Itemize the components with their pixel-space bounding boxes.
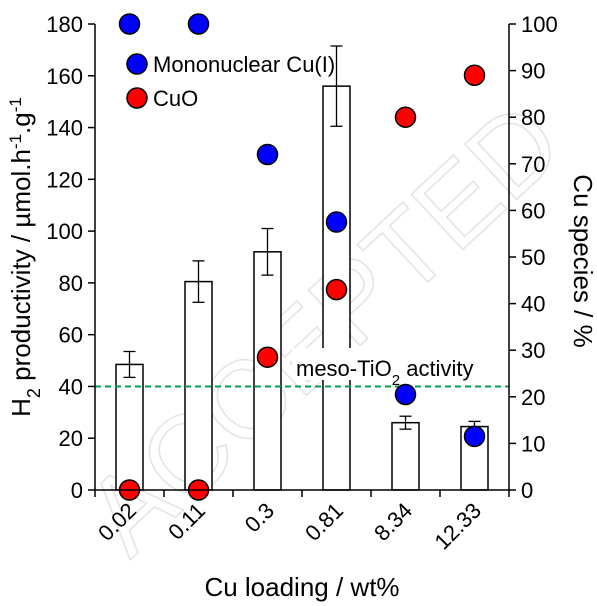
cu-i-marker-0.3 (256, 143, 279, 166)
x-axis-title: Cu loading / wt% (204, 572, 399, 602)
y-axis-title-part: H (6, 398, 36, 417)
y2-tick-label: 30 (521, 338, 545, 363)
y-tick-label: 80 (59, 271, 83, 296)
y-axis-title-part: 2 (24, 388, 44, 398)
plot-area (95, 13, 509, 501)
cu-i-marker-0.11 (187, 13, 210, 35)
reference-annotation-text-part: 2 (392, 372, 400, 389)
cu-i-marker-12.33 (463, 425, 486, 448)
x-tick-label-8.34: 8.34 (369, 498, 417, 546)
y-axis-title: H2 productivity / µmol.h-1.g-1 (6, 97, 45, 417)
cu-i-marker-8.34 (394, 383, 417, 406)
y-axis-title-part: -1 (6, 97, 25, 112)
y-tick-label: 20 (59, 426, 83, 451)
y-tick-label: 120 (46, 167, 83, 192)
cuo-marker-0.3 (256, 346, 279, 368)
y2-tick-label: 0 (521, 478, 533, 503)
cuo-marker-8.34 (394, 106, 417, 128)
cuo-marker-0.81 (325, 278, 348, 301)
bar-0.3 (253, 251, 282, 491)
bar-8.34 (391, 421, 420, 491)
reference-annotation-text-part: meso-TiO (296, 356, 392, 381)
y-axis-title-part: productivity / µmol.h (6, 149, 36, 388)
cu-i-marker-0.81 (325, 211, 348, 233)
y-tick-label: 60 (59, 323, 83, 348)
y2-tick-label: 70 (521, 152, 545, 177)
y-tick-label: 160 (46, 64, 83, 89)
axes: 0 20 40 60 80 100 120 140 160 180 0 10 20 30 40 50 60 70 8… (6, 12, 597, 602)
y-tick-label: 0 (71, 478, 83, 503)
y2-tick-label: 20 (521, 385, 545, 410)
cuo-marker-12.33 (463, 64, 486, 87)
y-axis-title-part: .g (6, 112, 36, 134)
cu-i-marker-0.02 (118, 13, 141, 35)
x-tick-label-0.3: 0.3 (240, 498, 279, 537)
y-tick-label: 140 (46, 116, 83, 141)
legend-marker-cu-i (126, 53, 148, 75)
reference-annotation-text: meso-TiO2 activity (296, 356, 473, 389)
x-tick-label-12.33: 12.33 (429, 498, 486, 555)
x-tick-label-0.81: 0.81 (300, 498, 348, 546)
y-axis-title-part: -1 (6, 134, 25, 149)
y2-tick-label: 10 (521, 431, 545, 456)
y-tick-label: 40 (59, 374, 83, 399)
y-tick-label: 100 (46, 219, 83, 244)
legend-label-cuo: CuO (153, 86, 198, 111)
y2-axis-title: Cu species / % (568, 174, 597, 347)
reference-annotation: meso-TiO2 activity (292, 348, 512, 389)
y2-tick-label: 80 (521, 105, 545, 130)
annotation-background (292, 348, 512, 380)
y2-tick-label: 90 (521, 59, 545, 84)
legend-marker-cuo (126, 87, 148, 109)
bar-0.02 (115, 363, 144, 491)
legend: Mononuclear Cu(I) CuO (126, 52, 335, 111)
y-tick-label: 180 (46, 12, 83, 37)
legend-label-cu-i: Mononuclear Cu(I) (153, 52, 335, 77)
y2-tick-label: 40 (521, 292, 545, 317)
reference-annotation-text-part: activity (400, 356, 473, 381)
y2-tick-label: 100 (521, 12, 558, 37)
y2-tick-label: 50 (521, 245, 545, 270)
y2-tick-label: 60 (521, 198, 545, 223)
